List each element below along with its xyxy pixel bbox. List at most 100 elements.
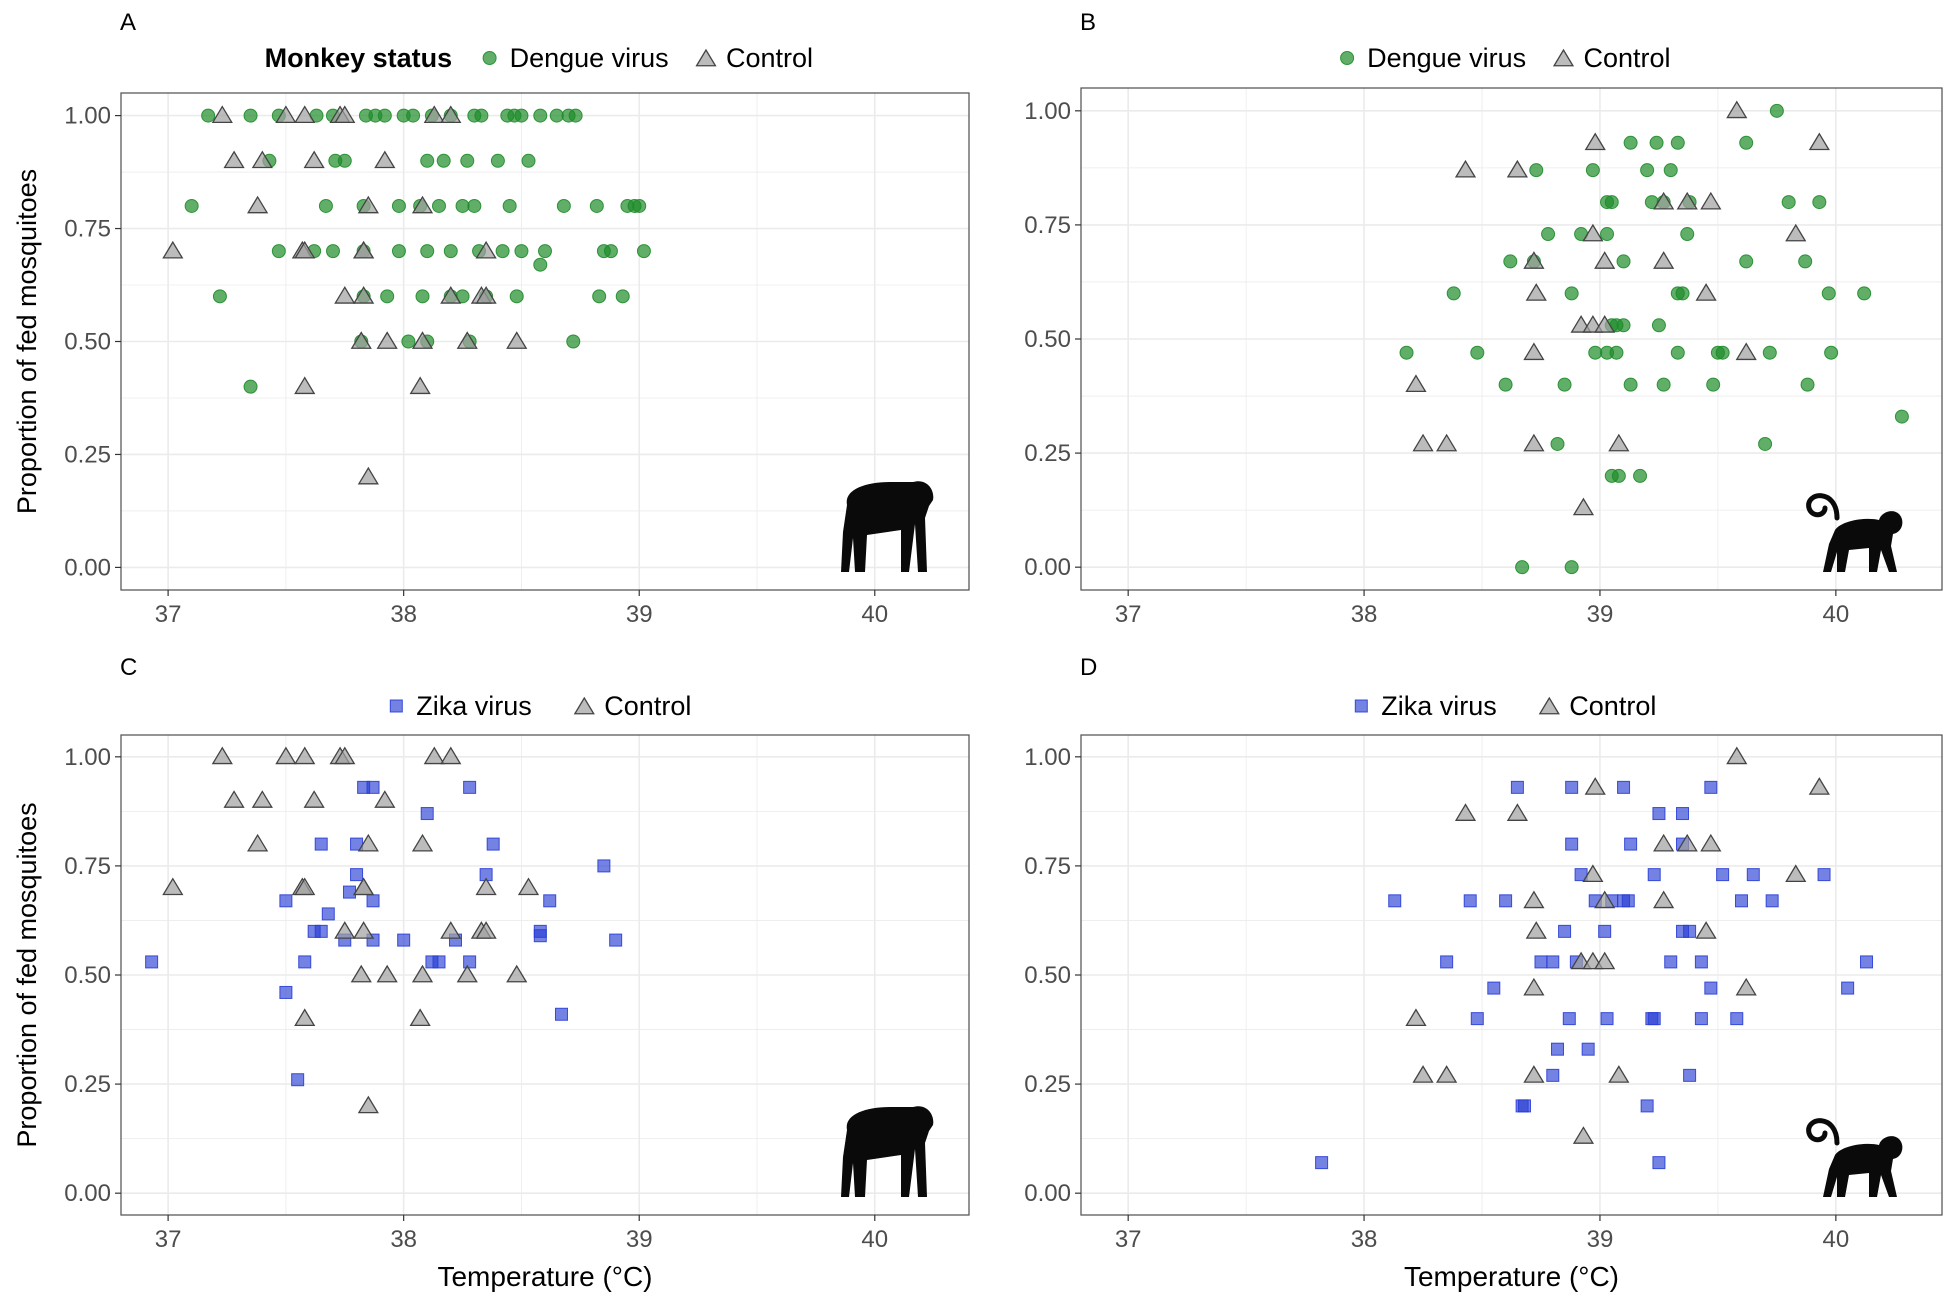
data-point (1683, 1068, 1697, 1082)
data-point (294, 746, 316, 765)
panel-tag: C (120, 654, 137, 681)
data-point (415, 289, 430, 304)
data-point (1769, 103, 1784, 118)
panel-a: A 37 38 39 40 0.00 0.25 0.50 0.75 1.00 Proportion … (12, 9, 970, 628)
macaque-silhouette-icon (841, 1106, 934, 1197)
y-tick-label: 1.00 (64, 744, 111, 771)
legend-key-control (695, 48, 717, 67)
data-point (1498, 377, 1513, 392)
legend-key-control (1552, 48, 1575, 67)
data-point (1523, 251, 1545, 269)
y-axis-title: Proportion of fed mosquitoes (12, 169, 42, 514)
data-point (443, 244, 458, 259)
x-tick-label: 39 (626, 1226, 653, 1253)
tailed-monkey-silhouette-icon (1806, 493, 1903, 572)
data-point (337, 153, 352, 168)
data-point (366, 780, 380, 794)
data-point (1506, 803, 1528, 821)
data-point (1841, 981, 1855, 995)
panel-b: B 37 38 39 40 0.00 0.25 0.50 0.75 1.00 Dengue viru… (1024, 9, 1943, 628)
panel-tag: D (1080, 654, 1097, 681)
legend-label-virus: Zika virus (416, 691, 532, 721)
data-point (251, 150, 273, 169)
data-point (1598, 924, 1612, 938)
data-point (1440, 955, 1454, 969)
data-point (391, 198, 406, 213)
data-point (1739, 135, 1754, 150)
data-point (409, 1008, 431, 1027)
data-point (303, 150, 325, 169)
data-point (314, 837, 328, 851)
data-point (353, 921, 375, 939)
data-point (440, 286, 462, 304)
data-point (1785, 864, 1807, 883)
data-point (636, 244, 651, 259)
data-point (432, 198, 446, 213)
data-point (1857, 286, 1872, 301)
data-point (1588, 345, 1603, 360)
data-point (376, 964, 398, 983)
data-point (1609, 345, 1624, 360)
monkey-body (1823, 511, 1903, 572)
data-point (294, 1008, 316, 1027)
data-point (1523, 342, 1545, 361)
data-point (420, 153, 435, 168)
data-point (279, 894, 293, 908)
y-tick-label: 0.50 (1024, 962, 1071, 989)
data-point (1550, 436, 1565, 451)
data-point (1808, 132, 1830, 151)
panel-d: D 37 38 39 40 0.00 0.25 0.50 0.75 1.00 Temperature… (1024, 654, 1943, 1292)
data-point (1510, 780, 1524, 794)
legend-key-control (1538, 696, 1560, 715)
data-point (201, 108, 216, 123)
series-control (1405, 100, 1830, 516)
data-point (566, 334, 581, 349)
data-point (1734, 894, 1748, 908)
y-tick-label: 1.00 (64, 103, 111, 130)
y-tick-label: 0.75 (64, 853, 111, 880)
data-point (1765, 894, 1779, 908)
data-point (1821, 286, 1836, 301)
data-point (475, 921, 497, 939)
data-point (1739, 254, 1754, 269)
data-point (1565, 837, 1579, 851)
data-point (1670, 345, 1685, 360)
data-point (251, 790, 273, 808)
data-point (1523, 1065, 1545, 1083)
data-point (475, 877, 497, 896)
data-point (1517, 1099, 1531, 1113)
data-point (294, 877, 316, 896)
data-point (1594, 951, 1616, 970)
data-point (1454, 803, 1477, 821)
data-point (1584, 132, 1606, 151)
data-point (318, 198, 333, 213)
data-point (592, 289, 607, 304)
macaque-body (841, 481, 934, 572)
data-point (1523, 433, 1545, 452)
data-point (420, 807, 434, 821)
data-point (568, 108, 583, 123)
data-point (350, 868, 364, 882)
data-point (549, 108, 564, 123)
data-point (1582, 223, 1604, 242)
data-point (1572, 1126, 1595, 1144)
series-control (162, 746, 540, 1114)
y-tick-label: 0.50 (64, 329, 111, 356)
data-point (1656, 377, 1671, 392)
data-point (517, 877, 540, 896)
data-point (463, 955, 477, 969)
data-point (533, 257, 548, 272)
data-point (1412, 433, 1434, 452)
data-point (554, 1007, 568, 1021)
data-point (1653, 833, 1675, 852)
data-point (1812, 195, 1827, 210)
data-point (1616, 318, 1631, 333)
legend-label-control: Control (1584, 43, 1671, 73)
data-point (1529, 163, 1544, 178)
data-point (1594, 890, 1616, 909)
data-point (1652, 1156, 1666, 1170)
data-point (1735, 342, 1757, 361)
data-point (1647, 1012, 1661, 1026)
data-point (1616, 254, 1631, 269)
